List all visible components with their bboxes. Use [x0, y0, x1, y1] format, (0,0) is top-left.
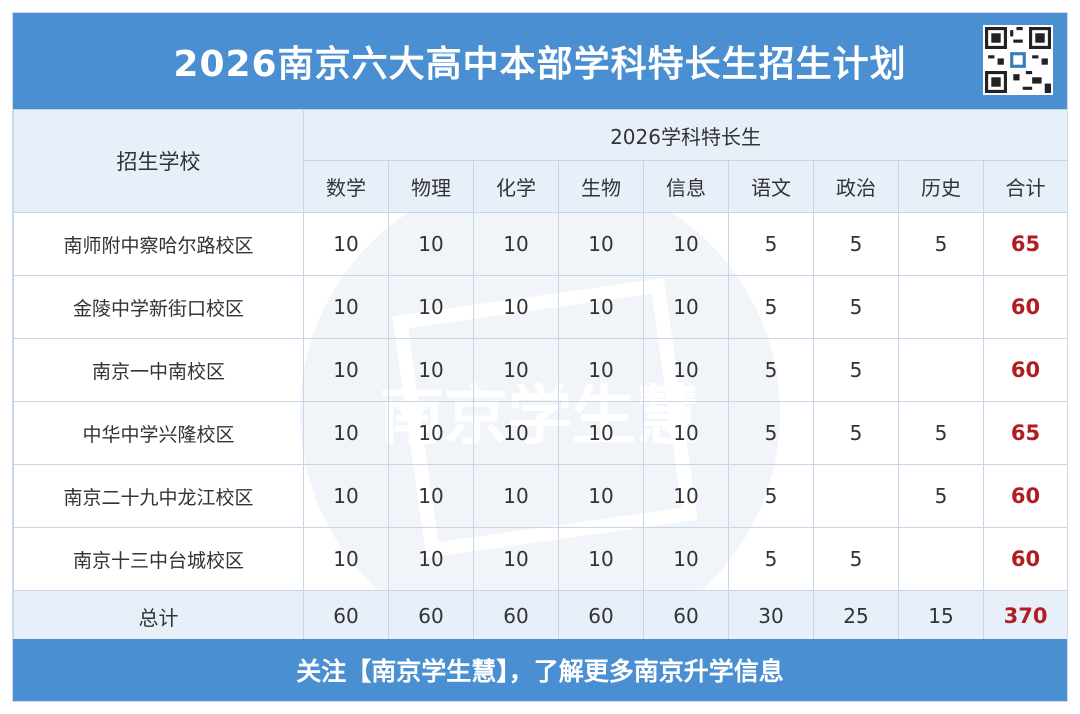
- school-column-header: 招生学校: [13, 109, 304, 213]
- footer-text: 关注【南京学生慧】，了解更多南京升学信息: [296, 657, 784, 686]
- quota-cell: 5: [813, 338, 899, 402]
- quota-cell: 5: [813, 212, 899, 276]
- quota-cell: 10: [558, 275, 644, 339]
- quota-cell: 10: [388, 275, 474, 339]
- subject-header: 化学: [473, 160, 559, 213]
- table-header-row: 招生学校 2026学科特长生: [13, 109, 1067, 213]
- table-row: 南京二十九中龙江校区 10 10 10 10 10 5 5 60: [13, 464, 1067, 528]
- enrollment-table: 招生学校 2026学科特长生 数学 物理 化学 生物 信息 语文 政治 历史 合…: [13, 109, 1067, 642]
- totals-row: 总计 60 60 60 60 60 30 25 15 370: [13, 590, 1067, 642]
- row-total-cell: 60: [982, 464, 1067, 528]
- quota-cell: 10: [303, 527, 389, 591]
- grand-total-cell: 370: [982, 590, 1067, 642]
- quota-cell: 10: [558, 401, 644, 465]
- quota-cell: 10: [303, 338, 389, 402]
- quota-cell: 5: [898, 401, 984, 465]
- totals-label-cell: 总计: [13, 590, 304, 642]
- quota-cell: 5: [813, 401, 899, 465]
- quota-cell: 5: [728, 275, 814, 339]
- quota-cell: 10: [643, 275, 729, 339]
- subject-header: 语文: [728, 160, 814, 213]
- subject-total-cell: 25: [813, 590, 899, 642]
- quota-cell: 10: [643, 527, 729, 591]
- subject-header-row: 数学 物理 化学 生物 信息 语文 政治 历史 合计: [14, 160, 1067, 213]
- quota-cell: 10: [473, 275, 559, 339]
- school-name-cell: 中华中学兴隆校区: [13, 401, 304, 465]
- quota-cell: [898, 338, 984, 402]
- subject-total-cell: 60: [643, 590, 729, 642]
- group-header: 2026学科特长生: [302, 109, 1067, 161]
- quota-cell: 10: [303, 275, 389, 339]
- quota-cell: 10: [643, 401, 729, 465]
- quota-cell: 10: [558, 212, 644, 276]
- subject-total-cell: 60: [473, 590, 559, 642]
- subject-total-cell: 60: [558, 590, 644, 642]
- quota-cell: 10: [388, 338, 474, 402]
- quota-cell: 10: [388, 527, 474, 591]
- subject-total-cell: 30: [728, 590, 814, 642]
- table-row: 南京十三中台城校区 10 10 10 10 10 5 5 60: [13, 527, 1067, 591]
- footer-banner: 关注【南京学生慧】，了解更多南京升学信息: [13, 639, 1067, 701]
- quota-cell: 10: [643, 464, 729, 528]
- quota-cell: 5: [728, 464, 814, 528]
- subject-header: 生物: [558, 160, 644, 213]
- quota-cell: 5: [813, 275, 899, 339]
- quota-cell: 10: [473, 212, 559, 276]
- quota-cell: 10: [558, 338, 644, 402]
- subject-header: 数学: [303, 160, 389, 213]
- quota-cell: 5: [898, 212, 984, 276]
- quota-cell: 10: [473, 401, 559, 465]
- quota-cell: 10: [303, 464, 389, 528]
- quota-cell: 10: [643, 338, 729, 402]
- quota-cell: 5: [728, 401, 814, 465]
- school-name-cell: 金陵中学新街口校区: [13, 275, 304, 339]
- row-total-cell: 65: [982, 401, 1067, 465]
- row-total-cell: 60: [982, 527, 1067, 591]
- school-name-cell: 南师附中察哈尔路校区: [13, 212, 304, 276]
- table-row: 金陵中学新街口校区 10 10 10 10 10 5 5 60: [13, 275, 1067, 339]
- table-row: 南师附中察哈尔路校区 10 10 10 10 10 5 5 5 65: [13, 212, 1067, 276]
- table-row: 南京一中南校区 10 10 10 10 10 5 5 60: [13, 338, 1067, 402]
- school-name-cell: 南京一中南校区: [13, 338, 304, 402]
- row-total-cell: 65: [982, 212, 1067, 276]
- quota-cell: 5: [728, 212, 814, 276]
- page-title: 2026南京六大高中本部学科特长生招生计划: [13, 13, 1067, 109]
- quota-cell: 10: [303, 212, 389, 276]
- subject-header: 历史: [898, 160, 984, 213]
- row-total-cell: 60: [982, 338, 1067, 402]
- plan-card: 南京学生慧 2026南京六大高中本部学科特长生招生计划 招生学校 2026学科特…: [12, 12, 1068, 702]
- quota-cell: 10: [388, 464, 474, 528]
- subject-header: 物理: [388, 160, 474, 213]
- school-name-cell: 南京二十九中龙江校区: [13, 464, 304, 528]
- subject-header: 合计: [982, 160, 1067, 213]
- quota-cell: 10: [473, 527, 559, 591]
- subject-header: 政治: [813, 160, 899, 213]
- quota-cell: 5: [728, 338, 814, 402]
- subject-header: 信息: [643, 160, 729, 213]
- subject-total-cell: 60: [388, 590, 474, 642]
- quota-cell: 10: [643, 212, 729, 276]
- page-title-text: 2026南京六大高中本部学科特长生招生计划: [173, 44, 907, 85]
- table-row: 中华中学兴隆校区 10 10 10 10 10 5 5 5 65: [13, 401, 1067, 465]
- qr-code-icon: [983, 25, 1053, 95]
- quota-cell: 5: [813, 527, 899, 591]
- quota-cell: 5: [728, 527, 814, 591]
- quota-cell: 5: [898, 464, 984, 528]
- quota-cell: 10: [558, 527, 644, 591]
- quota-cell: 10: [558, 464, 644, 528]
- school-name-cell: 南京十三中台城校区: [13, 527, 304, 591]
- quota-cell: 10: [473, 464, 559, 528]
- quota-cell: 10: [303, 401, 389, 465]
- subject-total-cell: 15: [898, 590, 984, 642]
- quota-cell: 10: [473, 338, 559, 402]
- row-total-cell: 60: [982, 275, 1067, 339]
- quota-cell: [898, 527, 984, 591]
- subject-total-cell: 60: [303, 590, 389, 642]
- quota-cell: 10: [388, 212, 474, 276]
- quota-cell: [813, 464, 899, 528]
- quota-cell: [898, 275, 984, 339]
- quota-cell: 10: [388, 401, 474, 465]
